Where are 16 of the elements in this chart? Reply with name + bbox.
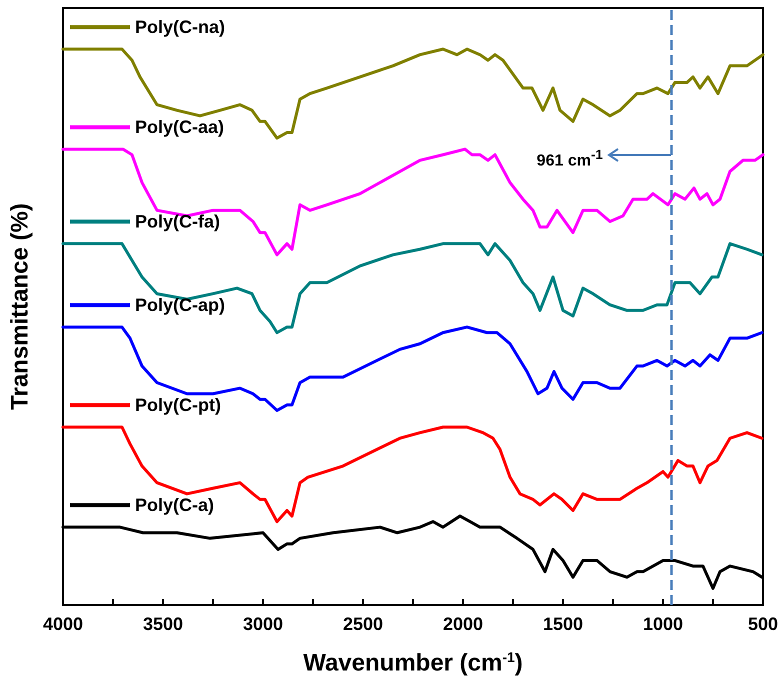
y-axis-title: Transmittance (%) (6, 203, 34, 410)
legend-label: Poly(C-na) (135, 17, 226, 38)
x-tick-label: 3500 (142, 614, 184, 634)
x-tick-label: 1500 (542, 614, 584, 634)
x-tick-label: 2500 (342, 614, 384, 634)
legend-label: Poly(C-aa) (135, 117, 224, 138)
x-tick-label: 1000 (642, 614, 684, 634)
x-tick-label: 3000 (242, 614, 284, 634)
legend-label: Poly(C-fa) (135, 212, 220, 232)
x-tick-label: 500 (748, 614, 778, 634)
legend-label: Poly(C-a) (135, 495, 214, 516)
legend-label: Poly(C-ap) (135, 295, 226, 316)
x-tick-label: 4000 (42, 614, 84, 634)
ref-line-label: 961 cm$^{-1}$ (536, 146, 603, 170)
legend-label: Poly(C-pt) (135, 395, 221, 416)
x-tick-label: 2000 (442, 614, 484, 634)
